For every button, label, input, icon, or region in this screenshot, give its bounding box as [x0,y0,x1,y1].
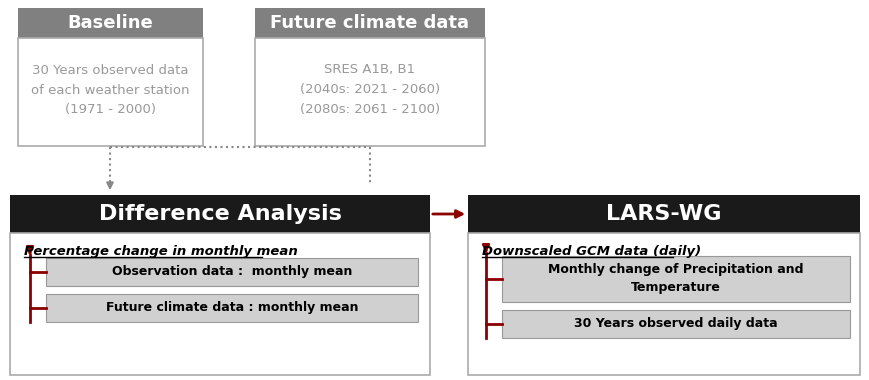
Bar [18,8,202,38]
Bar [468,233,859,375]
Text: Future climate data : monthly mean: Future climate data : monthly mean [106,301,358,315]
Bar [10,233,429,375]
Bar [255,38,484,146]
Bar [255,8,484,38]
Text: Observation data :  monthly mean: Observation data : monthly mean [112,266,352,279]
Text: Downscaled GCM data (daily): Downscaled GCM data (daily) [481,244,700,258]
Text: LARS-WG: LARS-WG [606,204,721,224]
Text: SRES A1B, B1
(2040s: 2021 - 2060)
(2080s: 2061 - 2100): SRES A1B, B1 (2040s: 2021 - 2060) (2080s… [300,63,440,117]
Text: Monthly change of Precipitation and
Temperature: Monthly change of Precipitation and Temp… [547,263,803,294]
Text: 30 Years observed daily data: 30 Years observed daily data [574,318,777,331]
Bar [46,258,417,286]
Bar [46,294,417,322]
Bar [501,310,849,338]
Bar [501,256,849,302]
Text: Future climate data: Future climate data [270,14,469,32]
Bar [18,38,202,146]
Bar [468,195,859,233]
Text: 30 Years observed data
of each weather station
(1971 - 2000): 30 Years observed data of each weather s… [31,63,189,117]
Text: Baseline: Baseline [68,14,153,32]
Text: Percentage change in monthly mean: Percentage change in monthly mean [24,244,297,258]
Text: Difference Analysis: Difference Analysis [98,204,341,224]
Bar [10,195,429,233]
